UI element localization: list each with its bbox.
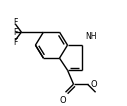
Text: F: F <box>13 18 18 27</box>
Text: NH: NH <box>86 32 97 41</box>
Text: F: F <box>13 38 18 47</box>
Text: O: O <box>91 80 97 89</box>
Text: O: O <box>59 96 66 105</box>
Text: F: F <box>13 28 18 37</box>
